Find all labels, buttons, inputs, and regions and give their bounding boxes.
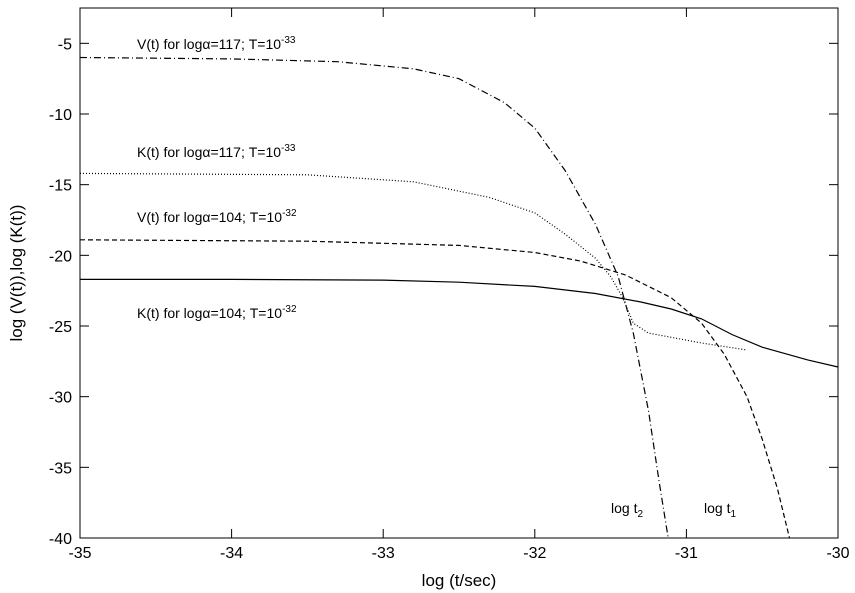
annotation-subscript: 1 bbox=[730, 509, 736, 520]
x-tick-label: -30 bbox=[826, 545, 849, 562]
series-line-0 bbox=[79, 56, 669, 539]
axis-ticks bbox=[79, 8, 839, 539]
x-tick-label: -34 bbox=[220, 545, 243, 562]
y-tick-label: -25 bbox=[49, 319, 72, 336]
annotation-k104: K(t) for logα=104; T=10-32 bbox=[137, 304, 297, 321]
x-tick-label: -32 bbox=[523, 545, 546, 562]
series-lines bbox=[79, 56, 839, 539]
y-tick-label: -15 bbox=[49, 178, 72, 195]
annotation-v117: V(t) for logα=117; T=10-33 bbox=[137, 35, 296, 52]
annotation-text: V(t) for logα=104; T=10 bbox=[137, 209, 282, 225]
annotation-t2: log t2 bbox=[611, 500, 643, 520]
y-axis-title: log (V(t)),log (K(t)) bbox=[7, 205, 26, 342]
series-line-2 bbox=[79, 239, 791, 539]
plot-frame bbox=[79, 7, 839, 539]
annotation-text: log t bbox=[704, 500, 731, 516]
annotation-text: K(t) for logα=117; T=10 bbox=[137, 144, 281, 160]
series-line-1 bbox=[79, 172, 748, 351]
annotation-superscript: -33 bbox=[281, 35, 296, 46]
annotation-t1: log t1 bbox=[704, 500, 736, 520]
x-axis-title: log (t/sec) bbox=[422, 571, 497, 590]
x-tick-label: -31 bbox=[675, 545, 698, 562]
y-tick-label: -5 bbox=[58, 36, 72, 53]
annotation-text: log t bbox=[611, 500, 638, 516]
y-tick-label: -40 bbox=[49, 531, 72, 548]
tick-labels: -35 -34 -33 -32 -31 -30-5-10-15-20-25-30-35-4… bbox=[49, 36, 850, 562]
annotation-superscript: -32 bbox=[282, 208, 297, 219]
annotation-text: V(t) for logα=117; T=10 bbox=[137, 36, 281, 52]
y-tick-label: -30 bbox=[49, 390, 72, 407]
annotation-subscript: 2 bbox=[637, 509, 643, 520]
y-tick-label: -20 bbox=[49, 248, 72, 265]
annotations: V(t) for logα=117; T=10-33K(t) for logα=… bbox=[137, 35, 736, 520]
series-line-3 bbox=[80, 278, 839, 368]
annotation-text: K(t) for logα=104; T=10 bbox=[137, 305, 282, 321]
x-tick-label: -33 bbox=[372, 545, 395, 562]
annotation-k117: K(t) for logα=117; T=10-33 bbox=[137, 143, 296, 160]
annotation-superscript: -32 bbox=[282, 304, 297, 315]
annotation-v104: V(t) for logα=104; T=10-32 bbox=[137, 208, 297, 225]
annotation-superscript: -33 bbox=[281, 143, 296, 154]
y-tick-label: -10 bbox=[49, 107, 72, 124]
y-tick-label: -35 bbox=[49, 460, 72, 477]
x-tick-label: -35 bbox=[68, 545, 91, 562]
